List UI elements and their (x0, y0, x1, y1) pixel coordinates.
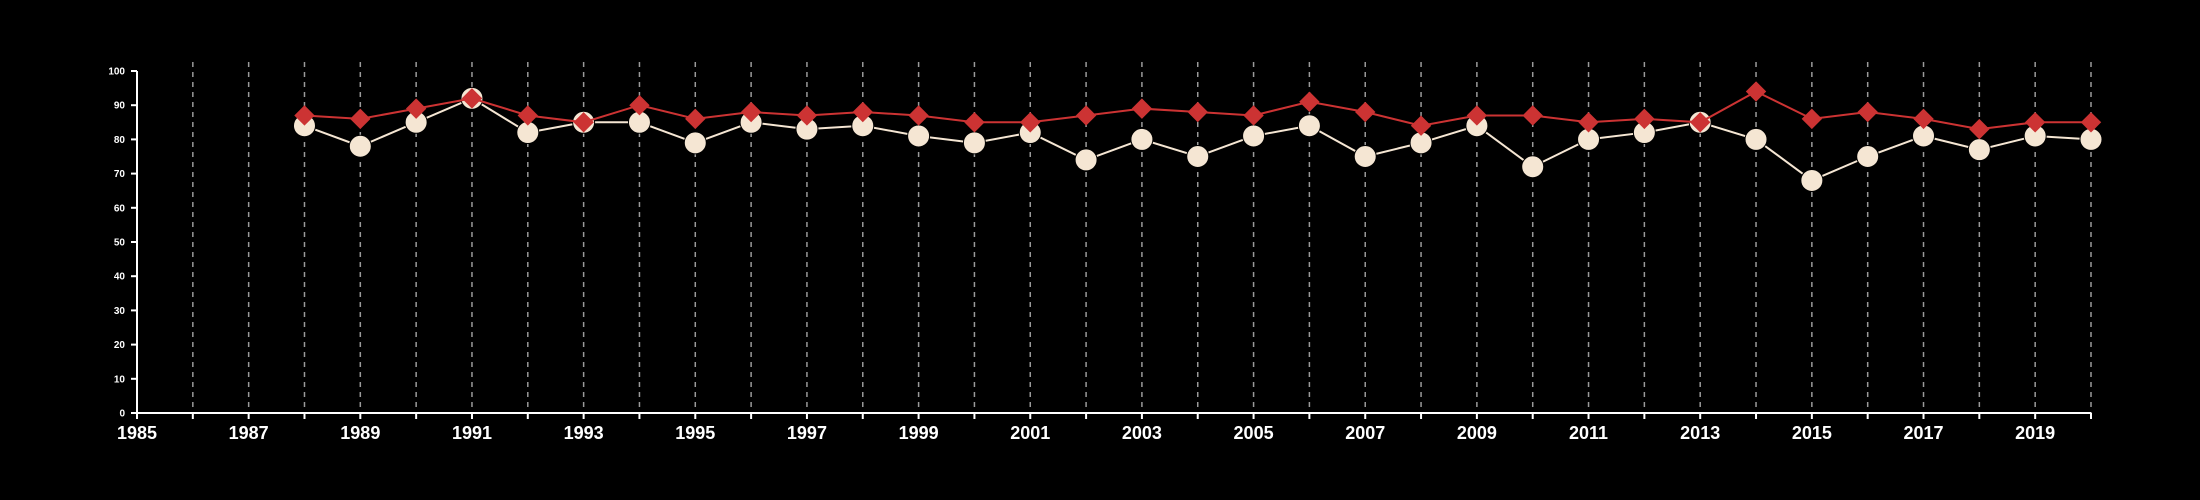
y-tick-label: 10 (114, 374, 126, 385)
x-tick-label: 1995 (675, 423, 715, 443)
data-point-diamond (964, 112, 985, 133)
data-point-diamond (1857, 101, 1878, 123)
tick-labels: 0 10 20 30 40 50 60 70 80 90 100 1985 1987 1989 1991 19… (108, 67, 2055, 444)
data-point-diamond (294, 105, 315, 126)
x-tick-label: 2019 (2015, 423, 2055, 443)
x-tick-label: 2015 (1792, 423, 1832, 443)
data-point-diamond (573, 112, 594, 133)
data-point-circle (1800, 168, 1824, 192)
x-tick-label: 2001 (1010, 423, 1050, 443)
data-point-diamond (1075, 105, 1097, 126)
x-tick-label: 1993 (564, 423, 604, 443)
data-point-circle (1297, 114, 1321, 138)
x-tick-label: 2007 (1345, 423, 1385, 443)
data-point-circle (962, 131, 986, 155)
x-tick-label: 2005 (1234, 423, 1274, 443)
x-tick-label: 2013 (1680, 423, 1720, 443)
data-point-circle (1353, 145, 1377, 168)
data-point-diamond (2080, 112, 2102, 133)
data-point-circle (1967, 138, 1991, 162)
data-point-diamond (629, 94, 650, 116)
series-circle (292, 86, 2103, 192)
data-point-diamond (2024, 112, 2046, 133)
data-point-diamond (685, 108, 706, 130)
data-point-circle (1130, 127, 1154, 151)
data-point-diamond (1410, 115, 1432, 136)
data-point-diamond (1634, 108, 1655, 130)
data-point-circle (1242, 124, 1266, 148)
y-tick-label: 90 (114, 101, 126, 112)
data-point-diamond (1020, 112, 1041, 133)
data-point-circle (907, 124, 931, 148)
data-point-diamond (1243, 105, 1264, 126)
data-point-diamond (405, 98, 427, 119)
data-series (292, 81, 2103, 192)
y-tick-label: 0 (119, 409, 125, 420)
x-tick-label: 2017 (1903, 423, 1943, 443)
data-point-diamond (350, 108, 371, 130)
data-point-diamond (908, 105, 929, 126)
data-point-diamond (1466, 105, 1488, 126)
x-tick-label: 1989 (340, 423, 380, 443)
data-point-circle (1186, 145, 1210, 168)
y-tick-label: 30 (114, 306, 126, 317)
data-point-diamond (1187, 101, 1208, 123)
data-point-diamond (740, 101, 762, 123)
data-point-circle (348, 134, 372, 158)
data-point-diamond (1801, 108, 1823, 130)
y-tick-label: 20 (114, 340, 126, 351)
data-point-circle (1521, 155, 1545, 179)
x-tick-label: 1999 (899, 423, 939, 443)
axes (131, 70, 2092, 419)
y-tick-label: 50 (114, 238, 126, 249)
y-tick-label: 80 (114, 135, 126, 146)
data-point-circle (1744, 127, 1768, 151)
data-point-diamond (517, 105, 539, 126)
y-tick-label: 70 (114, 169, 126, 180)
x-tick-label: 2009 (1457, 423, 1497, 443)
data-point-diamond (1355, 101, 1376, 123)
y-tick-label: 40 (114, 272, 126, 283)
x-tick-label: 2003 (1122, 423, 1162, 443)
x-tick-label: 1991 (452, 423, 492, 443)
data-point-diamond (1745, 81, 1767, 102)
vertical-gridlines (192, 62, 2092, 413)
data-point-diamond (1522, 105, 1543, 126)
y-tick-label: 100 (108, 67, 125, 78)
data-point-diamond (461, 88, 483, 109)
data-point-circle (683, 131, 707, 155)
data-point-diamond (1299, 91, 1320, 112)
data-point-circle (1856, 145, 1880, 168)
data-point-diamond (1131, 98, 1153, 119)
data-point-diamond (1578, 112, 1599, 133)
data-point-diamond (796, 105, 818, 126)
data-point-diamond (1969, 118, 1990, 140)
data-point-circle (1074, 148, 1098, 172)
x-tick-label: 1997 (787, 423, 827, 443)
x-tick-label: 1987 (229, 423, 269, 443)
y-tick-label: 60 (114, 203, 126, 214)
data-point-diamond (1913, 108, 1934, 130)
x-tick-label: 2011 (1569, 423, 1608, 443)
series-diamond (294, 81, 2102, 140)
data-point-diamond (852, 101, 873, 123)
x-tick-label: 1985 (117, 423, 157, 443)
data-point-diamond (1689, 112, 1711, 133)
